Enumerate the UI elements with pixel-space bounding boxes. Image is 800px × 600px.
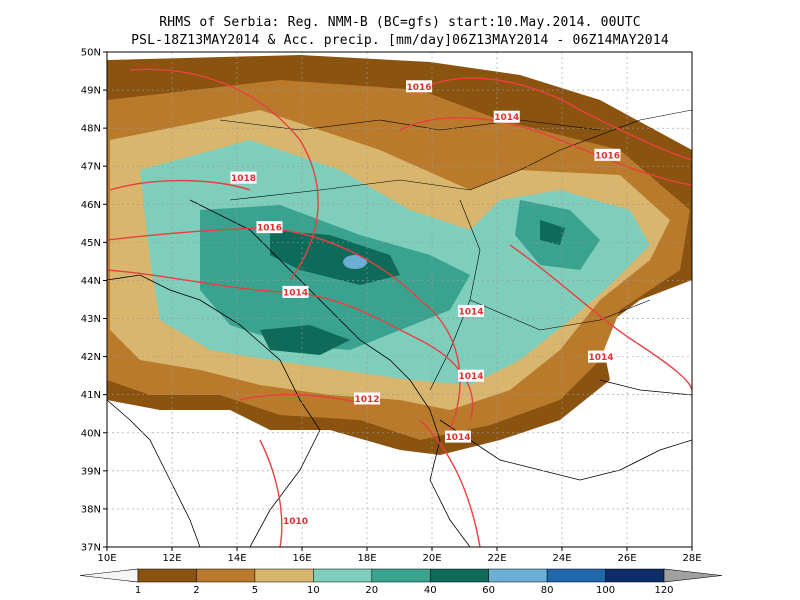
isobar-label-bg xyxy=(493,110,520,123)
legend-high-arrow xyxy=(663,568,723,583)
precip-band-40-60mm-east xyxy=(540,220,565,245)
legend-swatch xyxy=(371,568,431,583)
isobar-label-bg xyxy=(282,514,309,527)
isobar-label: 1014 xyxy=(445,433,470,443)
lat-tick-label: 38N xyxy=(81,504,101,515)
lon-tick-label: 22E xyxy=(487,553,506,564)
lat-tick-label: 47N xyxy=(81,162,101,173)
lat-tick-label: 46N xyxy=(81,200,101,211)
isobar-label-bg xyxy=(458,304,484,317)
lat-tick-label: 41N xyxy=(81,390,101,401)
isobar-label-bg xyxy=(458,369,484,382)
isobar-label: 1014 xyxy=(588,353,613,363)
lon-tick-label: 24E xyxy=(552,553,571,564)
lon-tick-label: 12E xyxy=(162,553,181,564)
color-legend: 1 2 5 10 20 40 60 80 100 120 xyxy=(79,568,723,596)
isobar-label: 1016 xyxy=(595,151,620,161)
isobar-label-bg xyxy=(256,221,283,234)
legend-swatch xyxy=(196,568,256,583)
isobar-label: 1010 xyxy=(283,517,308,527)
lon-tick-label: 14E xyxy=(227,553,246,564)
legend-label: 2 xyxy=(193,585,199,596)
precip-band-40-60mm-south xyxy=(260,325,350,355)
isobar-label-bg xyxy=(594,148,621,161)
legend-swatch xyxy=(137,568,197,583)
lon-tick-label: 16E xyxy=(292,553,311,564)
legend-label: 60 xyxy=(482,585,495,596)
legend-low-arrow xyxy=(79,568,139,583)
isobar-label-bg xyxy=(230,171,257,184)
lat-tick-label: 43N xyxy=(81,314,101,325)
lon-tick-label: 20E xyxy=(422,553,441,564)
legend-label: 120 xyxy=(654,585,673,596)
legend-swatch xyxy=(546,568,606,583)
isobar-label-bg xyxy=(354,392,380,405)
legend-label: 20 xyxy=(365,585,378,596)
lat-tick-label: 48N xyxy=(81,124,101,135)
lat-tick-label: 50N xyxy=(81,48,101,59)
lon-tick-label: 26E xyxy=(617,553,636,564)
legend-label: 5 xyxy=(252,585,258,596)
legend-swatch xyxy=(488,568,548,583)
isobar-label-bg xyxy=(406,80,432,93)
coastlines xyxy=(107,199,692,547)
isobar-label: 1012 xyxy=(354,395,379,405)
lon-tick-label: 10E xyxy=(97,553,116,564)
axis-ticks: 10E 12E 14E 16E 18E 20E 22E 24E 26E 28E 37N 38N 39N 4… xyxy=(81,48,702,565)
isobar-label: 1014 xyxy=(458,372,483,382)
isobar-label: 1018 xyxy=(231,174,256,184)
isobar-label: 1014 xyxy=(494,113,519,123)
lon-tick-label: 18E xyxy=(357,553,376,564)
title-line-2: PSL-18Z13MAY2014 & Acc. precip. [mm/day]… xyxy=(131,33,669,48)
isobar-labels: 1016 1014 1016 1018 1016 1014 1014 1014 1014 1012… xyxy=(230,80,621,527)
lat-tick-label: 45N xyxy=(81,238,101,249)
isobar-label-bg xyxy=(282,285,309,298)
legend-swatch xyxy=(254,568,314,583)
legend-swatch xyxy=(429,568,489,583)
legend-swatch xyxy=(605,568,665,583)
legend-label: 100 xyxy=(596,585,615,596)
precip-band-40-60mm xyxy=(270,230,400,285)
legend-label: 1 xyxy=(135,585,141,596)
lat-tick-label: 37N xyxy=(81,543,101,554)
legend-label: 80 xyxy=(541,585,554,596)
isobar-label: 1014 xyxy=(458,307,483,317)
isobars xyxy=(107,68,692,547)
lat-tick-label: 40N xyxy=(81,428,101,439)
lat-tick-label: 49N xyxy=(81,86,101,97)
isobar-label-bg xyxy=(445,430,471,443)
lat-tick-label: 42N xyxy=(81,352,101,363)
precip-max-60-80mm xyxy=(343,255,367,269)
map-frame xyxy=(106,51,693,548)
lat-tick-label: 39N xyxy=(81,466,101,477)
legend-label: 10 xyxy=(307,585,320,596)
isobar-label: 1016 xyxy=(406,83,431,93)
title-line-1: RHMS of Serbia: Reg. NMM-B (BC=gfs) star… xyxy=(159,15,641,30)
lat-tick-label: 44N xyxy=(81,276,101,287)
isobar-label-bg xyxy=(588,350,614,363)
lon-tick-label: 28E xyxy=(682,553,701,564)
isobar-label: 1014 xyxy=(283,288,308,298)
legend-label: 40 xyxy=(424,585,437,596)
legend-swatch xyxy=(313,568,373,583)
isobar-label: 1016 xyxy=(257,224,282,234)
